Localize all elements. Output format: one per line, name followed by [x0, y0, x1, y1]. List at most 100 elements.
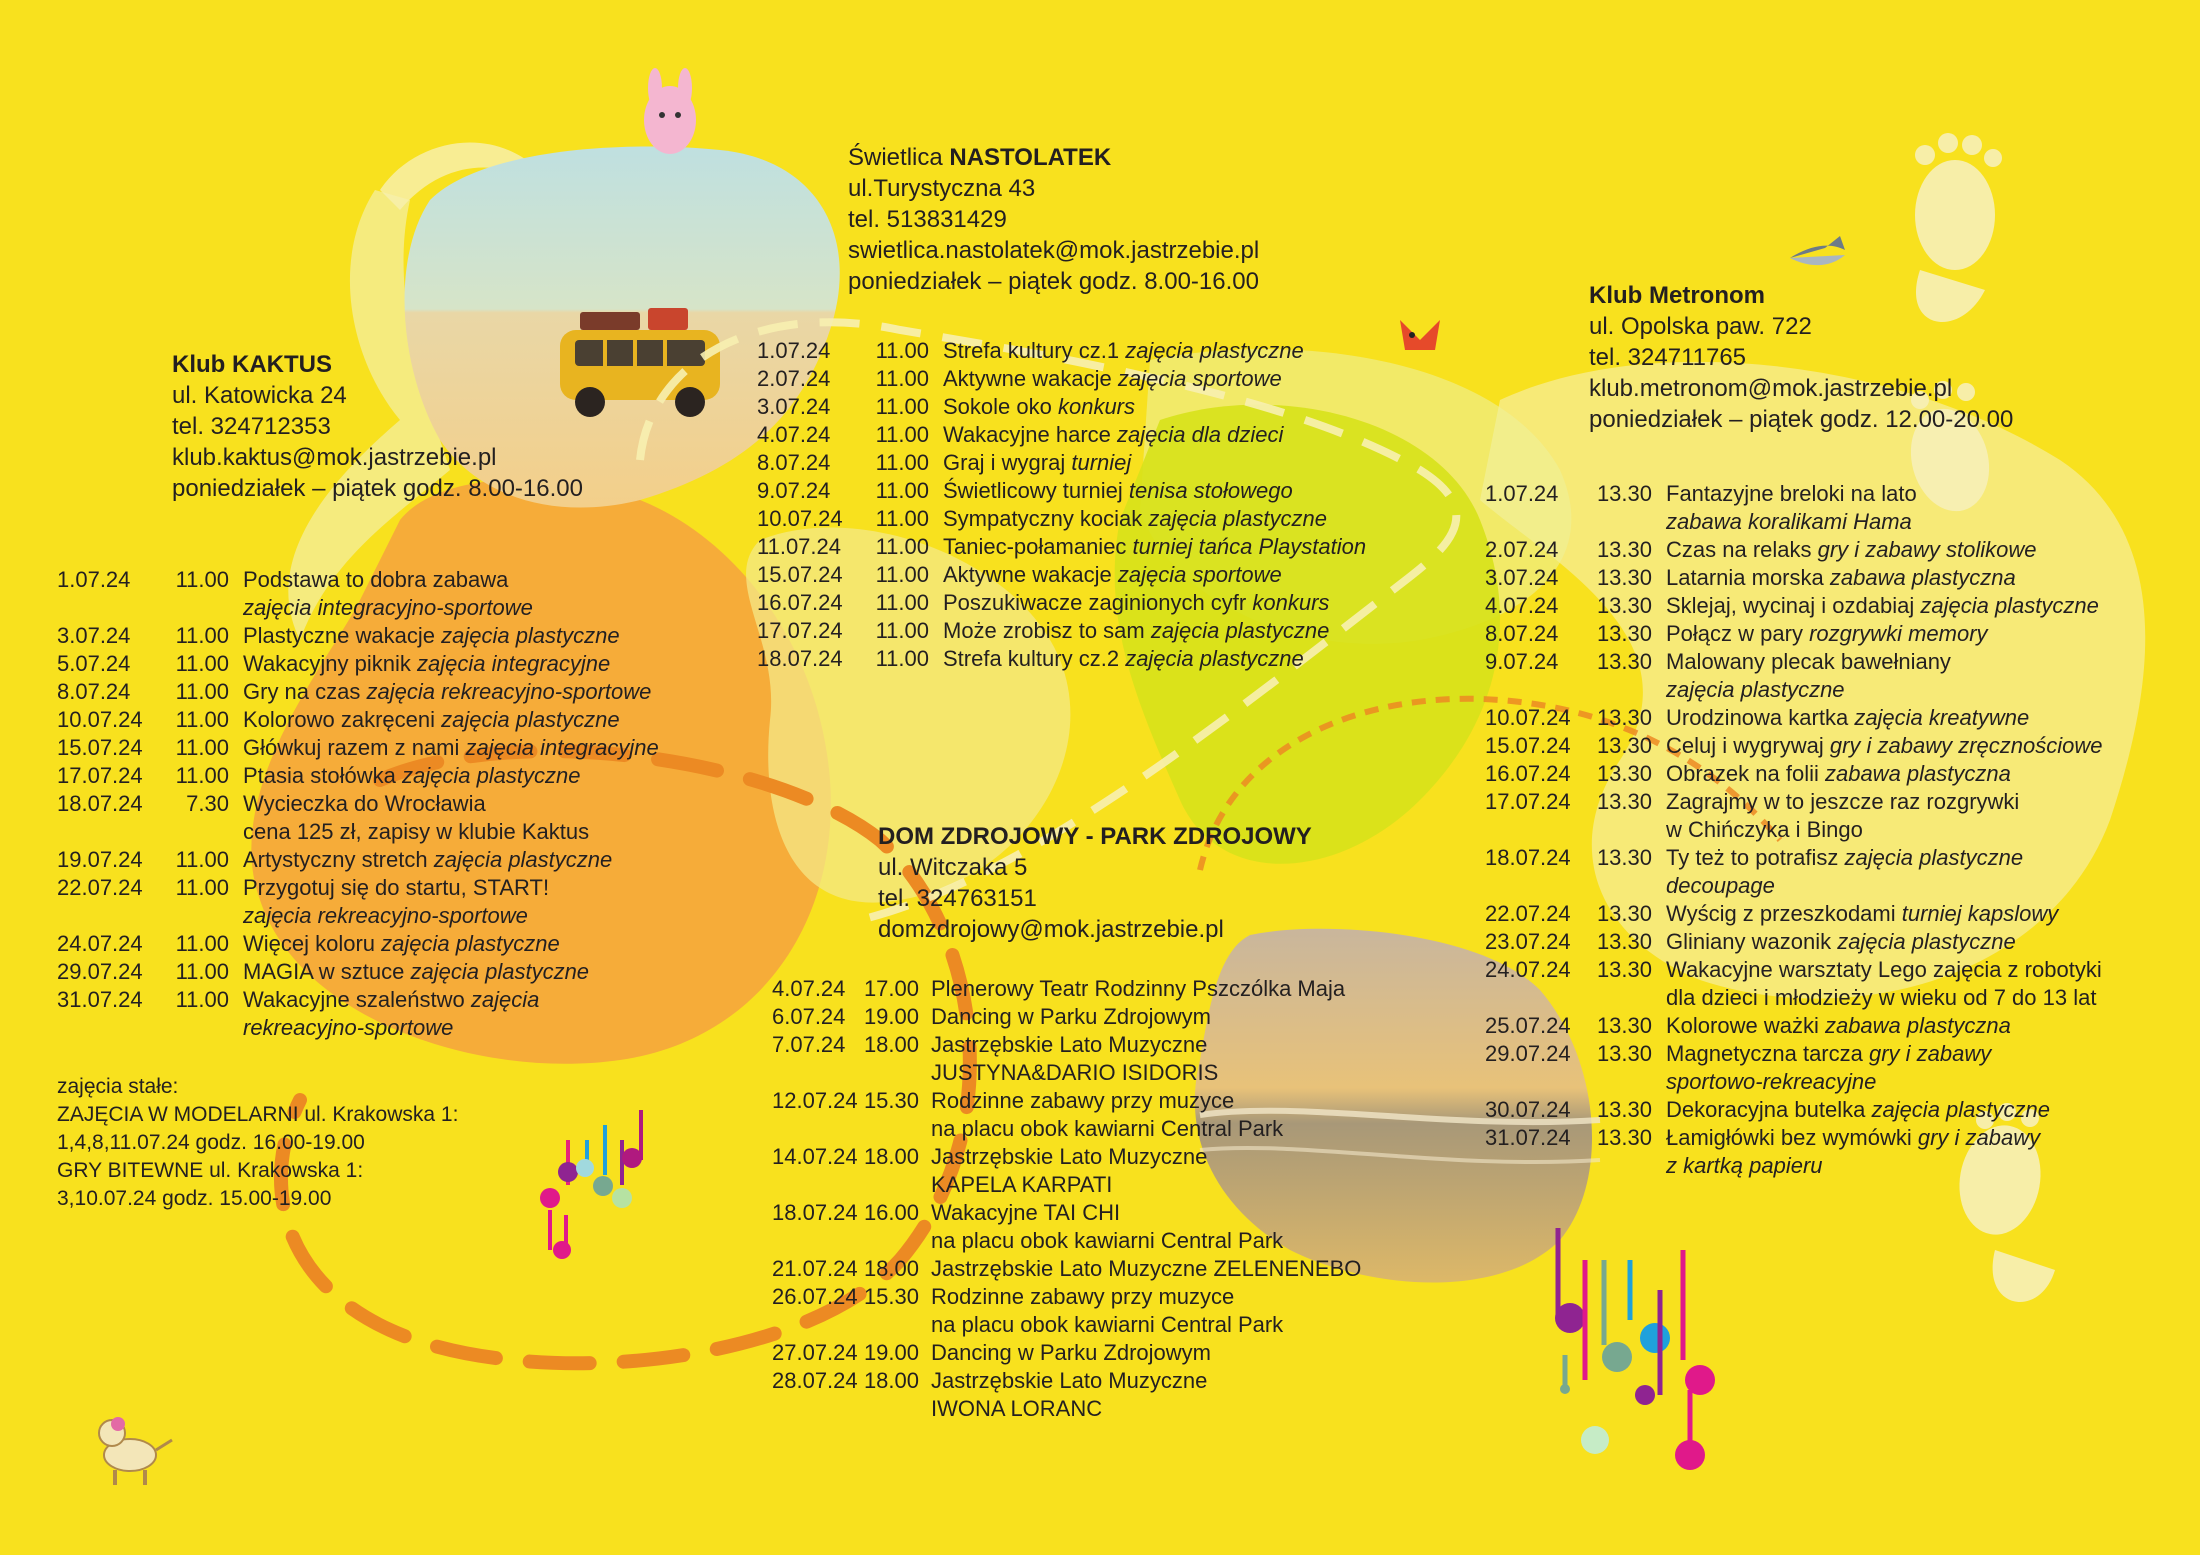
event-description: Wakacyjne TAI CHI [931, 1199, 1120, 1227]
dashed-loop [636, 318, 1461, 924]
event-category: zajęcia plastyczne [1125, 338, 1304, 363]
event-description: Wakacyjne harce zajęcia dla dzieci [943, 421, 1283, 449]
event-time: 11.00 [175, 987, 229, 1012]
event-title: Łamigłówki bez wymówki [1666, 1125, 1918, 1150]
event-description: Dancing w Parku Zdrojowym [931, 1339, 1211, 1367]
event-time: 13.30 [1596, 1125, 1652, 1150]
event-category: zajęcia plastyczne [1666, 677, 1845, 702]
event-title: Wakacyjny piknik [243, 651, 418, 676]
event-date: 18.07.24 [57, 791, 143, 816]
event-title: Podstawa to dobra zabawa [243, 567, 509, 592]
event-category: zajęcia integracyjne [465, 735, 659, 760]
event-category: zajęcia integracyjno-sportowe [243, 595, 533, 620]
event-title: Dekoracyjna butelka [1666, 1097, 1872, 1122]
event-description: na placu obok kawiarni Central Park [931, 1311, 1283, 1339]
event-title: Rodzinne zabawy przy muzyce [931, 1088, 1235, 1113]
event-time: 13.30 [1596, 845, 1652, 870]
event-row: 24.07.24 13.30 Wakacyjne warsztaty Lego za… [1485, 956, 2103, 984]
event-time [1590, 1152, 1652, 1180]
event-title: Dancing w Parku Zdrojowym [931, 1340, 1211, 1365]
event-row: 6.07.24 19.00 Dancing w Parku Zdrojowym [772, 1003, 1361, 1031]
event-date: 7.07.24 [772, 1032, 846, 1057]
kaktus-email[interactable]: klub.kaktus@mok.jastrzebie.pl [172, 444, 497, 471]
zdrojowy-email[interactable]: domzdrojowy@mok.jastrzebie.pl [878, 916, 1224, 943]
event-row: 9.07.24 11.00 Świetlicowy turniej tenisa s… [757, 477, 1366, 505]
event-row-continuation: w Chińczyka i Bingo [1485, 816, 2103, 844]
event-time: 13.30 [1596, 957, 1652, 982]
event-category: zabawa plastyczna [1829, 565, 2016, 590]
event-date: 6.07.24 [772, 1004, 846, 1029]
event-category: zajęcia sportowe [1117, 562, 1282, 587]
event-time: 13.30 [1596, 1041, 1652, 1066]
event-description: KAPELA KARPATI [931, 1171, 1112, 1199]
event-title: Gliniany wazonik [1666, 929, 1838, 954]
event-time: 11.00 [875, 450, 929, 475]
event-date [1485, 816, 1590, 844]
event-description: Więcej koloru zajęcia plastyczne [243, 930, 560, 958]
event-description: Wakacyjne warsztaty Lego zajęcia z robot… [1666, 956, 2102, 984]
event-description: Magnetyczna tarcza gry i zabawy [1666, 1040, 1991, 1068]
event-category: zajęcia rekreacyjno-sportowe [366, 679, 652, 704]
kaktus-contact: Klub KAKTUS ul. Katowicka 24 tel. 324712… [172, 349, 583, 504]
event-time: 13.30 [1596, 565, 1652, 590]
event-description: Artystyczny stretch zajęcia plastyczne [243, 846, 612, 874]
event-description: na placu obok kawiarni Central Park [931, 1227, 1283, 1255]
event-date: 29.07.24 [1485, 1041, 1571, 1066]
event-date: 4.07.24 [1485, 593, 1559, 618]
event-date: 17.07.24 [57, 763, 143, 788]
event-date: 31.07.24 [1485, 1125, 1571, 1150]
event-time: 13.30 [1596, 705, 1652, 730]
metronom-email[interactable]: klub.metronom@mok.jastrzebie.pl [1589, 375, 1953, 402]
event-title: Ptasia stołówka [243, 763, 402, 788]
event-category: zajęcia plastyczne [1150, 618, 1330, 643]
event-time: 18.00 [863, 1144, 919, 1169]
event-description: Wyścig z przeszkodami turniej kapslowy [1666, 900, 2058, 928]
event-row: 27.07.24 19.00 Dancing w Parku Zdrojowym [772, 1339, 1361, 1367]
event-title: Wakacyjne szaleństwo [243, 987, 471, 1012]
metronom-phone: tel. 324711765 [1589, 344, 1747, 371]
event-category: zajęcia integracyjne [417, 651, 611, 676]
event-date: 10.07.24 [757, 506, 843, 531]
event-row: 1.07.24 13.30 Fantazyjne breloki na lato [1485, 480, 2103, 508]
event-description: Podstawa to dobra zabawa [243, 566, 508, 594]
event-time: 13.30 [1596, 761, 1652, 786]
dog-icon [98, 1417, 173, 1485]
event-time [1590, 872, 1652, 900]
event-date: 25.07.24 [1485, 1013, 1571, 1038]
event-time: 11.00 [875, 646, 929, 671]
event-title: Wakacyjne harce [943, 422, 1118, 447]
event-time: 13.30 [1596, 649, 1652, 674]
event-description: Malowany plecak bawełniany [1666, 648, 1951, 676]
event-description: Latarnia morska zabawa plastyczna [1666, 564, 2016, 592]
event-title: Główkuj razem z nami [243, 735, 466, 760]
event-time [848, 1395, 919, 1423]
event-description: Plastyczne wakacje zajęcia plastyczne [243, 622, 620, 650]
event-date [57, 594, 157, 622]
event-time [1590, 1068, 1652, 1096]
event-description: Świetlicowy turniej tenisa stołowego [943, 477, 1293, 505]
event-description: Rodzinne zabawy przy muzyce [931, 1283, 1234, 1311]
music-notes-icon-right [1555, 1228, 1715, 1470]
event-time: 13.30 [1596, 929, 1652, 954]
event-title: Więcej koloru [243, 931, 382, 956]
event-date: 22.07.24 [1485, 901, 1571, 926]
event-date: 15.07.24 [757, 562, 843, 587]
event-date: 15.07.24 [57, 735, 143, 760]
event-category: zajęcia plastyczne [410, 959, 590, 984]
event-date: 1.07.24 [757, 338, 831, 363]
zdrojowy-title: DOM ZDROJOWY - PARK ZDROJOWY [878, 823, 1312, 850]
event-description: Łamigłówki bez wymówki gry i zabawy [1666, 1124, 2040, 1152]
event-row: 4.07.24 13.30 Sklejaj, wycinaj i ozdabiaj … [1485, 592, 2103, 620]
event-time [848, 1227, 919, 1255]
event-description: Taniec-połamaniec turniej tańca Playstat… [943, 533, 1366, 561]
nastolatek-email[interactable]: swietlica.nastolatek@mok.jastrzebie.pl [848, 237, 1260, 264]
event-description: Kolorowe ważki zabawa plastyczna [1666, 1012, 2011, 1040]
event-date [57, 1014, 157, 1042]
event-row: 15.07.24 13.30 Celuj i wygrywaj gry i zaba… [1485, 732, 2103, 760]
event-description: Fantazyjne breloki na lato [1666, 480, 1917, 508]
event-date [57, 818, 157, 846]
kaktus-title: Klub KAKTUS [172, 351, 332, 378]
pale-swoosh-left [288, 190, 450, 640]
event-title: KAPELA KARPATI [931, 1172, 1113, 1197]
event-date: 16.07.24 [1485, 761, 1571, 786]
